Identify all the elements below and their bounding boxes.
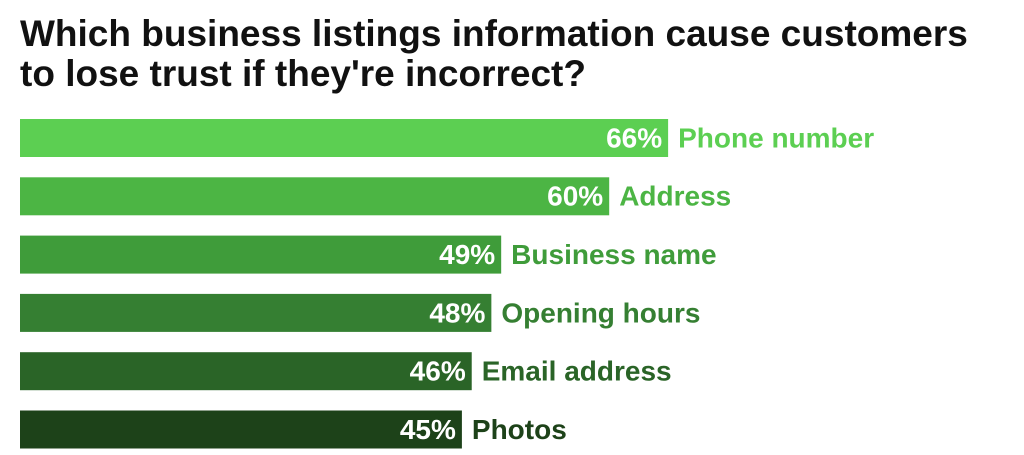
category-label: Photos [472, 414, 567, 445]
chart-title: Which business listings information caus… [20, 13, 968, 94]
bar [20, 352, 472, 391]
bar [20, 235, 502, 274]
value-label: 49% [439, 239, 495, 270]
category-label: Address [619, 181, 731, 212]
bar [20, 293, 492, 332]
category-label: Email address [482, 356, 672, 387]
category-label: Phone number [678, 122, 874, 153]
bar [20, 177, 610, 216]
value-label: 66% [606, 122, 662, 153]
value-label: 45% [400, 414, 456, 445]
value-label: 60% [547, 181, 603, 212]
category-label: Business name [511, 239, 716, 270]
bar [20, 410, 462, 449]
value-label: 46% [410, 356, 466, 387]
value-label: 48% [429, 297, 485, 328]
category-label: Opening hours [501, 297, 700, 328]
bar [20, 119, 669, 157]
